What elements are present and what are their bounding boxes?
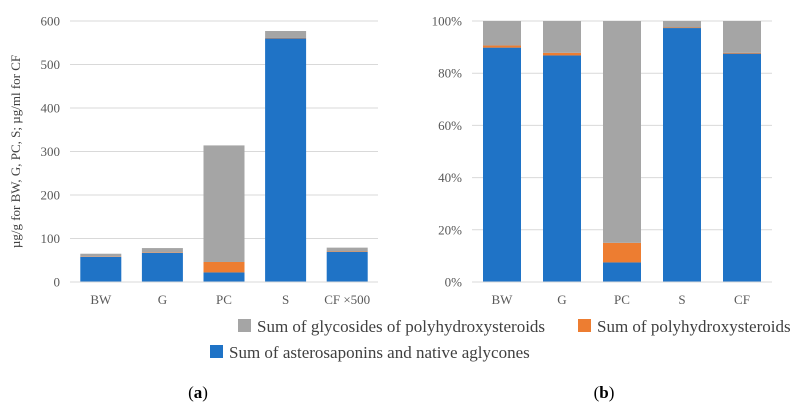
bar-polyhydroxysteroids-2 [603, 242, 641, 263]
chart-a: 0 100 200 300 400 500 600 BW G PC S CF ×500 µg/g for… [8, 14, 378, 307]
x-tick-label: BW [90, 292, 112, 307]
bar-glycosides-4 [326, 247, 368, 252]
y-tick-label: 500 [41, 57, 61, 72]
legend-label-polyhydroxysteroids: Sum of polyhydroxysteroids [597, 317, 791, 336]
bar-polyhydroxysteroids-4 [723, 52, 761, 54]
bar-polyhydroxysteroids-3 [663, 27, 701, 29]
chart-b: 0% 20% 40% 60% 80% 100% BW G PC S CF [432, 14, 772, 307]
legend-swatch-polyhydroxysteroids [578, 319, 591, 332]
bar-glycosides-2 [603, 21, 641, 243]
bar-glycosides-1 [543, 21, 581, 53]
panel-label-a: (a) [188, 383, 208, 402]
legend-swatch-asterosaponins [210, 345, 223, 358]
bar-asterosaponins-2 [203, 272, 245, 282]
x-tick-label: PC [216, 292, 232, 307]
x-tick-label: PC [614, 292, 630, 307]
x-tick-label: CF ×500 [324, 292, 370, 307]
x-tick-label: G [557, 292, 566, 307]
bar-glycosides-0 [483, 21, 521, 46]
bar-glycosides-1 [141, 248, 183, 253]
x-tick-label: S [678, 292, 685, 307]
legend-swatch-glycosides [238, 319, 251, 332]
bar-asterosaponins-1 [543, 55, 581, 283]
y-tick-label: 100 [41, 231, 61, 246]
y-tick-label: 100% [432, 14, 463, 29]
y-tick-label: 40% [438, 170, 462, 185]
x-tick-label: BW [492, 292, 514, 307]
bar-glycosides-3 [663, 21, 701, 28]
panel-label-b: (b) [594, 383, 615, 402]
y-tick-label: 600 [41, 14, 61, 29]
bar-glycosides-0 [80, 253, 122, 257]
legend-label-glycosides: Sum of glycosides of polyhydroxysteroids [257, 317, 545, 336]
legend-label-asterosaponins: Sum of asterosaponins and native aglycon… [229, 343, 530, 362]
bar-asterosaponins-0 [80, 256, 122, 282]
bar-asterosaponins-3 [663, 28, 701, 283]
bar-glycosides-2 [203, 145, 245, 262]
y-tick-label: 0 [54, 275, 61, 290]
y-tick-label: 80% [438, 66, 462, 81]
bar-polyhydroxysteroids-1 [543, 52, 581, 56]
bar-asterosaponins-0 [483, 47, 521, 282]
bar-asterosaponins-4 [326, 251, 368, 282]
y-tick-label: 0% [445, 275, 463, 290]
y-tick-label: 200 [41, 188, 61, 203]
x-tick-label: G [158, 292, 167, 307]
bar-asterosaponins-2 [603, 262, 641, 282]
bar-glycosides-4 [723, 21, 761, 53]
legend: Sum of glycosides of polyhydroxysteroids… [210, 317, 791, 362]
x-tick-label: CF [734, 292, 750, 307]
y-tick-label: 300 [41, 144, 61, 159]
y-tick-label: 400 [41, 101, 61, 116]
bar-polyhydroxysteroids-0 [483, 45, 521, 48]
y-tick-label: 20% [438, 222, 462, 237]
x-tick-label: S [282, 292, 289, 307]
bar-asterosaponins-3 [265, 38, 307, 283]
bar-polyhydroxysteroids-2 [203, 261, 245, 273]
y-tick-label: 60% [438, 118, 462, 133]
bar-asterosaponins-1 [141, 252, 183, 282]
bar-asterosaponins-4 [723, 53, 761, 282]
bar-glycosides-3 [265, 31, 307, 38]
y-axis-label: µg/g for BW, G, PC, S; µg/ml for CF [8, 55, 23, 248]
